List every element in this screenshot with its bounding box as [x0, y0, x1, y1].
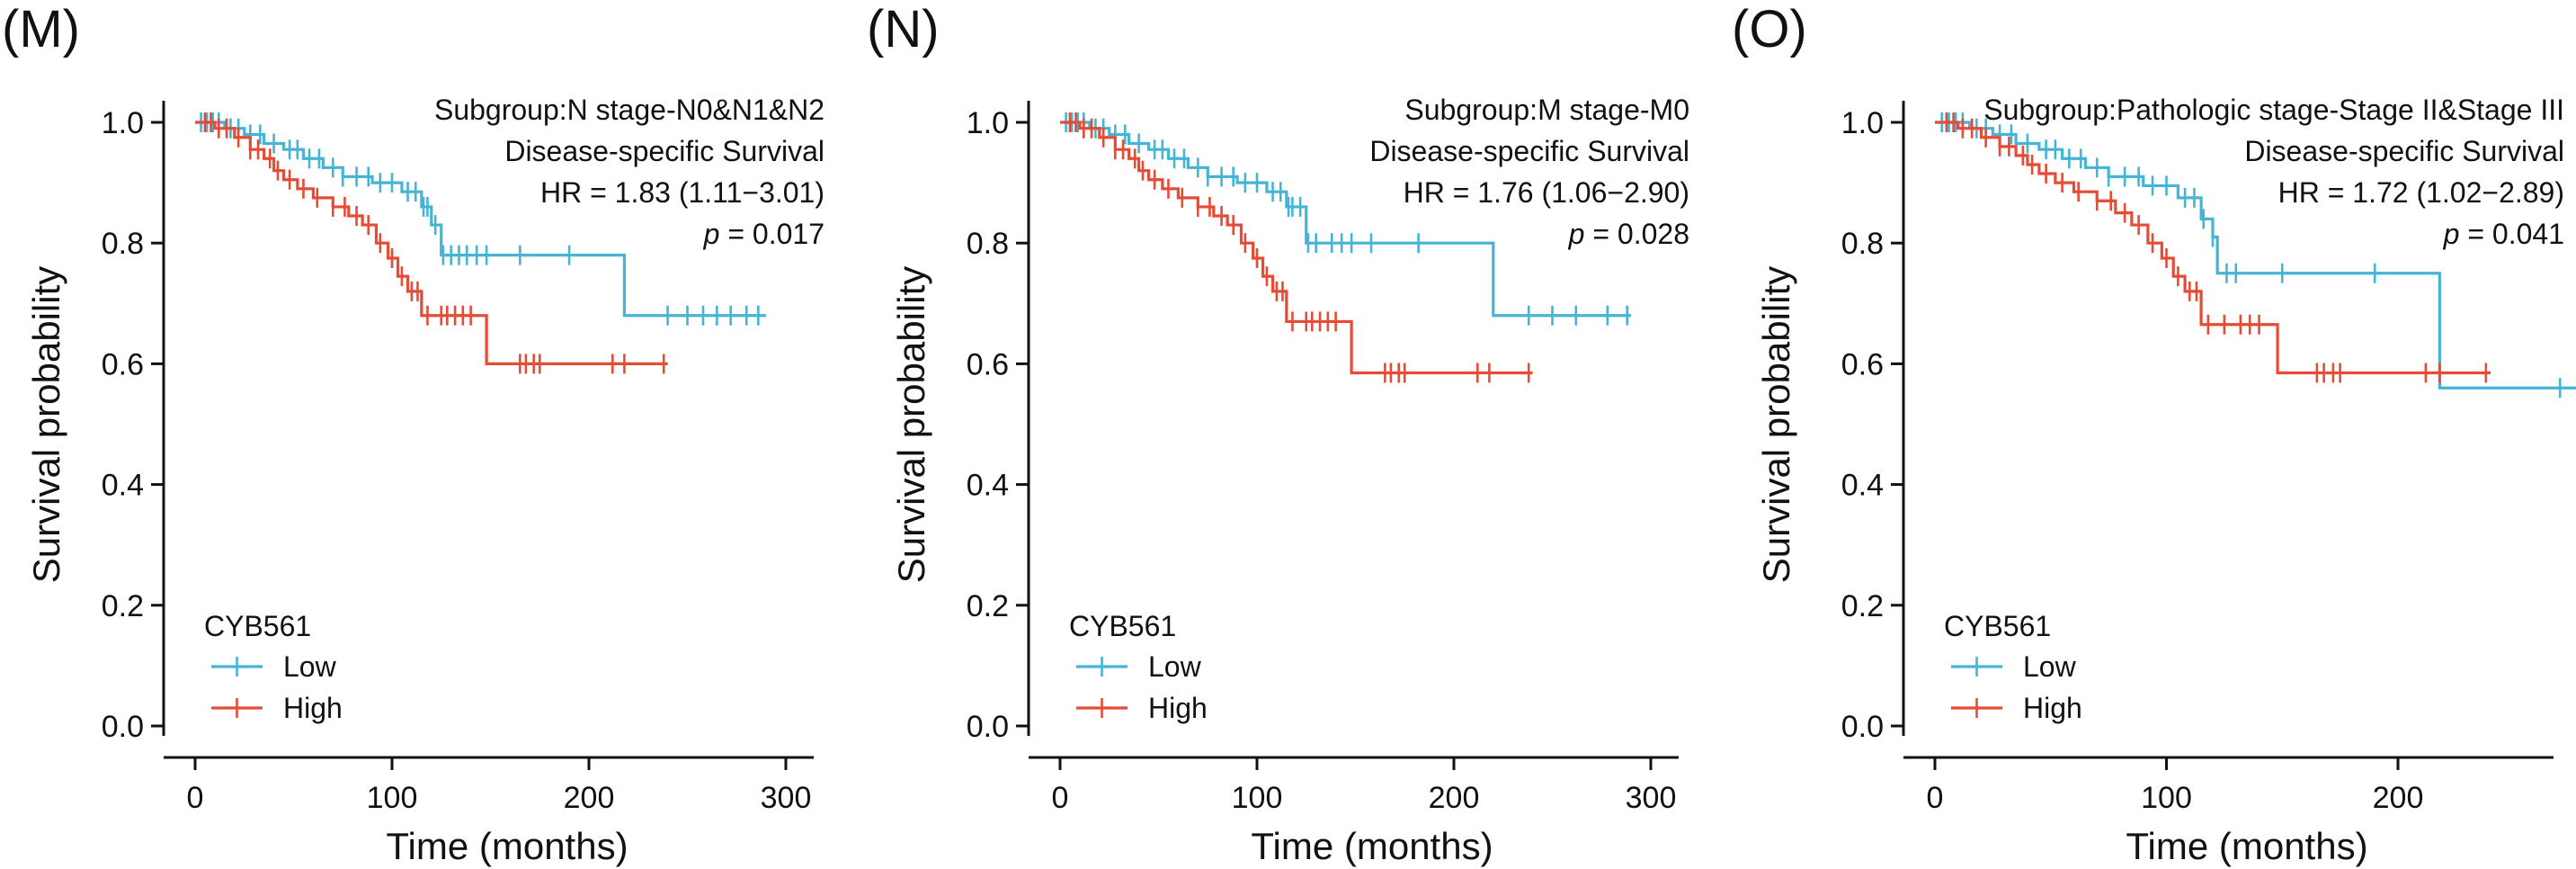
- x-axis-title: Time (months): [2126, 825, 2367, 867]
- y-tick-label: 0.2: [102, 589, 144, 623]
- legend-title: CYB561: [204, 610, 311, 642]
- km-panel-0: (M) 0.0 0.2 0.4 0.6 0.8 1.0 0 100 200 300 Time (mon…: [2, 0, 824, 867]
- annotation-line: Subgroup:Pathologic stage-Stage II&Stage…: [1983, 94, 2564, 126]
- p-value: p = 0.028: [1568, 218, 1689, 250]
- p-value-text: = 0.017: [719, 218, 824, 250]
- annotation-line: HR = 1.83 (1.11−3.01): [540, 176, 824, 209]
- annotation-line: HR = 1.72 (1.02−2.89): [2278, 176, 2564, 209]
- x-axis-title: Time (months): [386, 825, 628, 867]
- legend-title: CYB561: [1944, 610, 2051, 642]
- y-tick-label: 0.0: [102, 710, 144, 744]
- x-tick-label: 200: [564, 781, 615, 815]
- panel-label: (M): [2, 0, 80, 58]
- y-tick-label: 0.0: [967, 710, 1009, 744]
- x-tick-label: 0: [187, 781, 204, 815]
- y-tick-label: 0.6: [102, 347, 144, 381]
- series-low: [195, 112, 767, 326]
- x-tick-label: 300: [1626, 781, 1677, 815]
- annotation-line: Subgroup:N stage-N0&N1&N2: [434, 94, 824, 126]
- y-tick-label: 0.4: [1841, 469, 1884, 503]
- x-tick-label: 300: [761, 781, 812, 815]
- y-tick-label: 0.8: [1841, 227, 1884, 261]
- legend-label-low: Low: [283, 650, 337, 683]
- p-symbol: p: [2443, 218, 2460, 250]
- y-tick-label: 0.4: [102, 469, 144, 503]
- p-value-text: = 0.028: [1584, 218, 1689, 250]
- y-tick-label: 0.8: [102, 227, 144, 261]
- x-tick-label: 100: [367, 781, 418, 815]
- km-panel-1: (N) 0.0 0.2 0.4 0.6 0.8 1.0 0 100 200 300 Time (mon…: [867, 0, 1689, 867]
- y-tick-label: 0.2: [967, 589, 1009, 623]
- y-tick-label: 0.8: [967, 227, 1009, 261]
- y-tick-label: 1.0: [967, 106, 1009, 140]
- p-value: p = 0.017: [703, 218, 824, 250]
- annotation-line: Disease-specific Survival: [504, 135, 824, 167]
- annotation-line: Subgroup:M stage-M0: [1404, 94, 1689, 126]
- p-symbol: p: [1568, 218, 1585, 250]
- series-high: [1060, 112, 1533, 383]
- y-axis-title: Survival probability: [1755, 266, 1797, 584]
- y-axis-title: Survival probability: [890, 266, 932, 584]
- annotation-line: Disease-specific Survival: [1369, 135, 1689, 167]
- p-symbol: p: [703, 218, 720, 250]
- x-axis-title: Time (months): [1251, 825, 1493, 867]
- legend-label-high: High: [1148, 692, 1208, 724]
- y-tick-label: 1.0: [1841, 106, 1884, 140]
- legend-label-low: Low: [2023, 650, 2077, 683]
- x-tick-label: 100: [1232, 781, 1283, 815]
- x-tick-label: 200: [2373, 781, 2424, 815]
- x-tick-label: 0: [1927, 781, 1944, 815]
- p-value: p = 0.041: [2443, 218, 2564, 250]
- y-tick-label: 0.2: [1841, 589, 1884, 623]
- legend-label-low: Low: [1148, 650, 1202, 683]
- panel-label: (N): [867, 0, 940, 58]
- legend-title: CYB561: [1069, 610, 1176, 642]
- legend-label-high: High: [2023, 692, 2082, 724]
- y-tick-label: 1.0: [102, 106, 144, 140]
- series-low: [1060, 112, 1632, 326]
- series-low: [1935, 112, 2576, 399]
- y-axis-title: Survival probability: [25, 266, 67, 584]
- legend-label-high: High: [283, 692, 343, 724]
- y-tick-label: 0.0: [1841, 710, 1884, 744]
- y-tick-label: 0.6: [1841, 347, 1884, 381]
- y-tick-label: 0.4: [967, 469, 1009, 503]
- x-tick-label: 200: [1429, 781, 1480, 815]
- x-tick-label: 100: [2141, 781, 2192, 815]
- panel-label: (O): [1732, 0, 1807, 58]
- annotation-line: HR = 1.76 (1.06−2.90): [1404, 176, 1689, 209]
- p-value-text: = 0.041: [2459, 218, 2564, 250]
- series-high: [195, 112, 668, 374]
- y-tick-label: 0.6: [967, 347, 1009, 381]
- x-tick-label: 0: [1052, 781, 1069, 815]
- annotation-line: Disease-specific Survival: [2244, 135, 2564, 167]
- series-high: [1935, 112, 2491, 383]
